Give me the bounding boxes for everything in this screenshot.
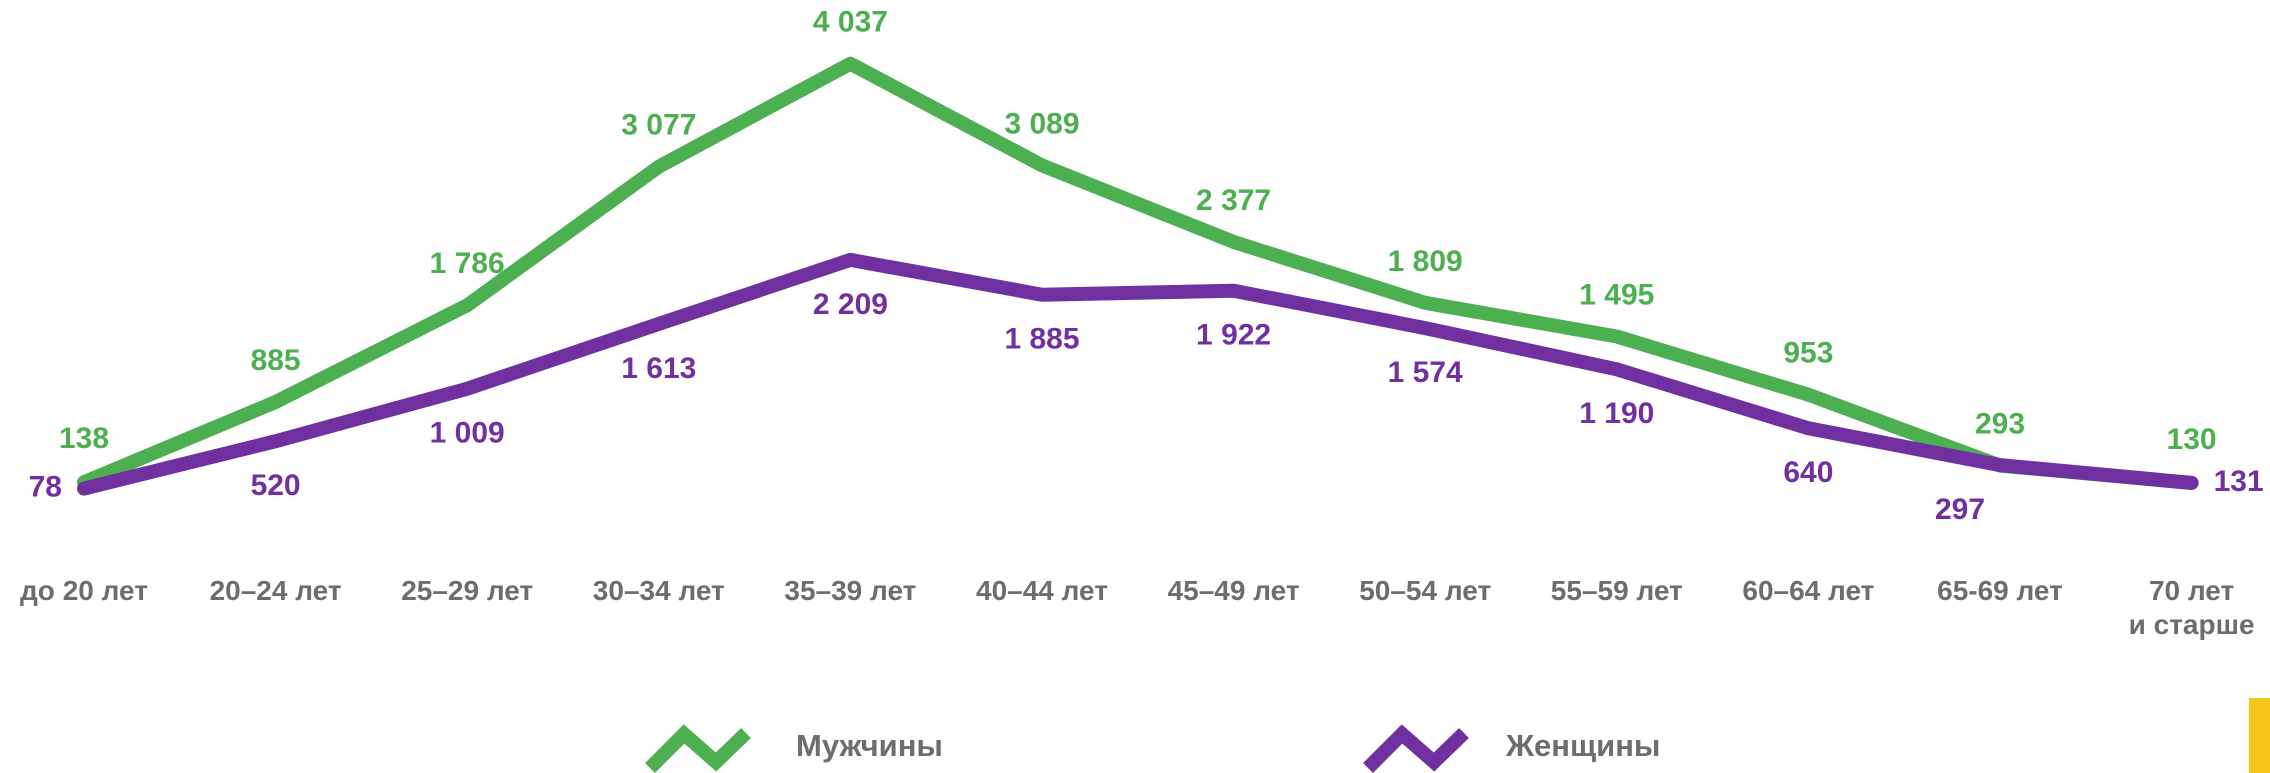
x-tick-label: до 20 лет — [20, 575, 148, 606]
data-label: 78 — [29, 471, 62, 504]
x-tick-label: 25–29 лет — [401, 575, 534, 606]
data-label: 1 495 — [1579, 278, 1654, 311]
data-label: 1 009 — [430, 417, 505, 450]
data-label: 138 — [59, 422, 109, 455]
x-tick-label: 55–59 лет — [1550, 575, 1683, 606]
data-label: 293 — [1975, 407, 2025, 440]
data-label: 2 377 — [1196, 184, 1271, 217]
data-label: 4 037 — [813, 6, 888, 39]
data-label: 1 809 — [1388, 245, 1463, 278]
data-label: 1 190 — [1579, 397, 1654, 430]
data-label: 297 — [1935, 493, 1985, 526]
x-tick-label: 30–34 лет — [592, 575, 725, 606]
data-label: 3 077 — [621, 109, 696, 142]
legend-label: Мужчины — [796, 728, 943, 763]
corner-accent — [2249, 698, 2270, 773]
line-0 — [77, 56, 2199, 490]
data-label: 1 786 — [430, 247, 505, 280]
data-label: 640 — [1783, 456, 1833, 489]
data-label: 1 613 — [621, 352, 696, 385]
line-1 — [77, 252, 2199, 496]
legend-icon-women — [1363, 724, 1469, 773]
data-label: 1 885 — [1004, 323, 1079, 356]
data-label: 131 — [2214, 465, 2264, 498]
x-tick-label: 65-69 лет — [1937, 575, 2063, 606]
data-label: 1 922 — [1196, 319, 1271, 352]
x-tick-label: 35–39 лет — [784, 575, 917, 606]
data-label: 130 — [2167, 423, 2217, 456]
x-tick-label: 40–44 лет — [976, 575, 1108, 606]
data-label: 1 574 — [1388, 356, 1463, 389]
x-tick-label: 60–64 лет — [1742, 575, 1875, 606]
x-tick-label: 70 лет и старше — [2128, 575, 2255, 640]
x-tick-label: 45–49 лет — [1167, 575, 1300, 606]
x-tick-label: 20–24 лет — [209, 575, 342, 606]
data-label: 2 209 — [813, 288, 888, 321]
data-label: 953 — [1783, 337, 1833, 370]
x-tick-label: 50–54 лет — [1359, 575, 1492, 606]
legend-label: Женщины — [1506, 728, 1661, 763]
legend-icon-men — [645, 724, 751, 773]
data-label: 520 — [251, 469, 301, 502]
data-label: 3 089 — [1004, 107, 1079, 140]
data-label: 885 — [251, 344, 301, 377]
